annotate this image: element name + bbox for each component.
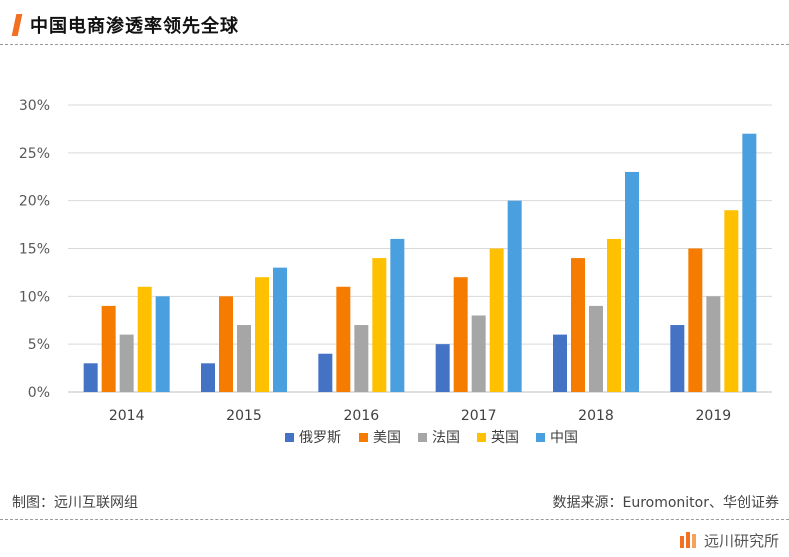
brand-name: 远川研究所 <box>703 531 779 550</box>
x-tick-label: 2017 <box>461 408 497 424</box>
bar <box>237 325 251 392</box>
legend-swatch <box>418 433 427 442</box>
bar <box>255 277 269 392</box>
x-tick-label: 2016 <box>344 408 380 424</box>
y-tick-label: 20% <box>19 194 50 210</box>
bar <box>273 267 287 392</box>
bar <box>101 305 116 392</box>
bar <box>83 363 98 392</box>
legend-swatch <box>285 433 294 442</box>
title-divider <box>0 44 789 45</box>
bar <box>489 248 504 392</box>
bar <box>724 210 739 392</box>
y-tick-label: 5% <box>28 337 50 353</box>
footer-made-by: 制图：远川互联网组 <box>12 495 138 511</box>
x-tick-label: 2019 <box>696 408 732 424</box>
legend-label: 美国 <box>373 430 401 446</box>
bar <box>119 334 134 392</box>
bar <box>607 238 621 392</box>
title-bar: 中国电商渗透率领先全球 <box>8 8 239 42</box>
legend-label: 俄罗斯 <box>299 430 341 446</box>
bar <box>372 258 387 392</box>
bar <box>453 277 468 392</box>
legend-label: 英国 <box>491 429 519 446</box>
legend-swatch <box>359 433 368 442</box>
bar <box>155 296 170 392</box>
bar <box>706 296 721 392</box>
y-tick-label: 30% <box>19 98 50 114</box>
bar-chart: 0% 5% 10% 15% 20% 25% 30% 2014 2015 2016 2017 2018 2… <box>19 98 772 446</box>
bar <box>688 248 703 392</box>
page-title: 中国电商渗透率领先全球 <box>30 16 239 37</box>
title-accent-bar <box>11 14 23 36</box>
bar <box>318 353 333 392</box>
y-tick-label: 0% <box>28 385 50 401</box>
bar <box>390 238 405 392</box>
legend-swatch <box>477 433 486 442</box>
bar <box>471 315 486 392</box>
bar <box>219 296 233 392</box>
bar <box>354 325 369 392</box>
bar <box>435 344 450 392</box>
x-tick-label: 2018 <box>578 408 614 424</box>
bar <box>553 334 567 392</box>
legend-label: 中国 <box>550 430 578 446</box>
bar <box>625 171 639 392</box>
bar <box>742 133 757 392</box>
bar <box>137 286 152 392</box>
footer: 制图：远川互联网组 数据来源：Euromonitor、华创证券 <box>0 492 789 514</box>
bar <box>589 305 603 392</box>
y-tick-label: 15% <box>19 242 50 258</box>
footer-source: 数据来源：Euromonitor、华创证券 <box>552 495 779 511</box>
bar <box>670 325 685 392</box>
bar <box>201 363 215 392</box>
legend-label: 法国 <box>432 430 460 446</box>
y-tick-label: 25% <box>19 146 50 162</box>
bar <box>336 286 351 392</box>
legend-swatch <box>536 433 545 442</box>
footer-divider <box>0 519 789 520</box>
x-tick-label: 2014 <box>109 408 145 424</box>
x-tick-label: 2015 <box>226 408 262 424</box>
brand-logo-icon <box>679 532 698 548</box>
y-tick-label: 10% <box>19 289 50 305</box>
bar <box>507 200 522 392</box>
bar <box>571 258 585 392</box>
brand: 远川研究所 <box>679 530 779 550</box>
